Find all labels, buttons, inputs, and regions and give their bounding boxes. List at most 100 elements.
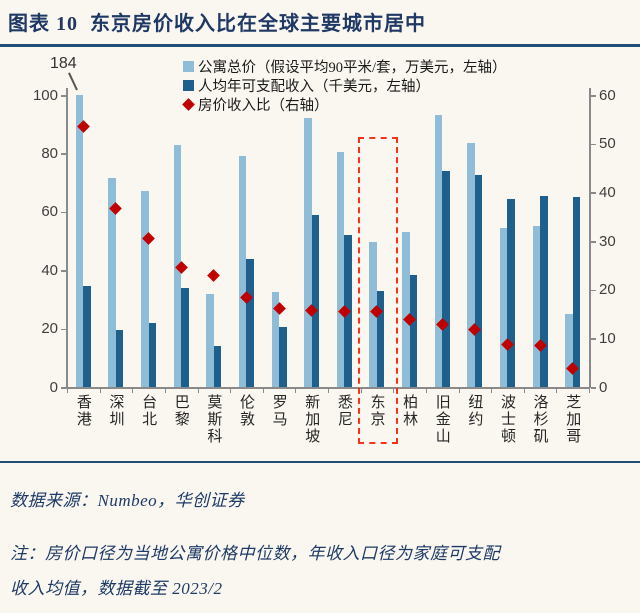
right-axis-tick-label: 40 [599,183,616,201]
left-axis-tick-label: 100 [32,86,58,104]
legend-item-price: 公寓总价（假设平均90平米/套，万美元，左轴） [183,57,507,76]
left-axis-tick [61,328,66,331]
title-underline [0,44,640,47]
price-bar [499,227,508,387]
x-axis-city-label: 柏林 [401,394,418,428]
price-bar [206,293,214,387]
left-axis-tick-label: 0 [49,378,58,396]
left-axis-tick [61,211,66,214]
x-axis-line [66,387,590,389]
x-axis-tick [458,388,460,393]
x-axis-tick [262,388,264,393]
price-bar [304,118,312,387]
legend-item-label: 房价收入比（右轴） [198,98,329,114]
price-bar [271,292,280,387]
x-axis-tick [523,388,525,393]
income-bar [115,330,124,387]
x-axis-city-label: 纽约 [466,394,483,428]
tokyo-highlight-dashed-box [358,137,398,444]
x-axis-tick [556,388,558,393]
income-bar [409,274,418,387]
price-bar [336,151,345,387]
right-axis-tick [590,387,596,389]
legend-item-label: 公寓总价（假设平均90平米/套，万美元，左轴） [198,60,507,76]
income-bar [279,327,287,387]
x-axis-tick [360,388,362,393]
note-line-2: 收入均值，数据截至 2023/2 [10,579,223,598]
left-axis-tick-label: 60 [41,203,58,221]
x-axis-tick [99,388,101,393]
income-bar [376,290,385,387]
right-axis-tick [590,338,596,340]
x-axis-city-label: 悉尼 [335,394,352,428]
price-bar [467,143,475,387]
x-axis-city-label: 洛杉矶 [531,394,548,445]
x-axis-city-label: 深圳 [107,394,124,428]
annotation-leader-line [68,72,78,91]
ratio-series-diamond-icon [182,98,195,111]
left-axis-tick [61,153,66,155]
right-axis-tick [590,241,596,243]
income-bar [442,170,450,387]
left-axis-tick-label: 40 [41,261,58,279]
x-axis-city-label: 台北 [140,394,157,428]
income-bar [83,286,91,387]
left-axis-line [66,88,68,388]
left-axis-tick [61,387,66,389]
x-axis-tick [132,388,134,393]
price-bar [141,191,149,387]
right-axis-tick [590,289,596,292]
right-axis-tick-label: 30 [599,232,616,250]
x-axis-tick [230,388,232,393]
right-axis-tick [590,95,596,97]
right-axis-line [589,88,591,388]
income-bar [540,195,548,387]
right-axis-tick-label: 10 [599,329,616,347]
right-axis-tick [590,143,596,146]
income-bar [181,287,189,387]
right-axis-tick-label: 50 [599,135,616,153]
legend-item-ratio: 房价收入比（右轴） [182,95,507,114]
x-axis-city-label: 波士顿 [498,394,515,445]
right-axis-tick-label: 60 [599,86,616,104]
x-axis-tick [295,388,297,393]
x-axis-city-label: 新加坡 [303,394,320,445]
x-axis-tick [425,388,427,393]
price-bar [108,178,116,387]
x-axis-city-label: 旧金山 [433,394,450,445]
right-axis-tick-label: 20 [599,281,616,299]
x-axis-tick [67,388,68,393]
x-axis-tick [197,388,199,393]
income-series-swatch-icon [183,80,194,91]
legend-item-income: 人均年可支配收入（千美元，左轴） [183,76,507,95]
x-axis-city-label: 巴黎 [172,394,189,428]
left-axis-tick [61,270,66,272]
income-bar [507,198,515,387]
price-bar [434,115,443,387]
income-bar [311,214,320,387]
x-axis-city-label: 莫斯科 [205,394,222,445]
left-axis-tick-label: 80 [41,144,58,162]
x-axis-tick [491,388,493,393]
right-axis-tick-label: 0 [599,378,608,396]
x-axis-city-label: 芝加哥 [564,394,581,445]
x-axis-tick [589,388,590,393]
income-bar [148,322,157,387]
income-bar [213,346,222,387]
data-source-line: 数据来源：Numbeo，华创证券 [10,491,245,510]
x-axis-tick [164,388,166,393]
note-line-1: 注：房价口径为当地公寓价格中位数，年收入口径为家庭可支配 [10,544,500,563]
x-axis-tick [328,388,329,393]
price-bar [532,226,541,387]
price-series-swatch-icon [183,61,194,72]
left-axis-tick [61,95,66,97]
truncated-bar-value-annotation: 184 [50,55,77,72]
x-axis-city-label: 伦敦 [237,394,254,428]
left-axis-tick-label: 20 [41,320,58,338]
price-bar [402,232,410,387]
x-axis-tick [393,388,395,393]
x-axis-city-label: 东京 [368,394,385,428]
income-bar [474,175,483,387]
figure-bottom-rule [0,461,640,463]
